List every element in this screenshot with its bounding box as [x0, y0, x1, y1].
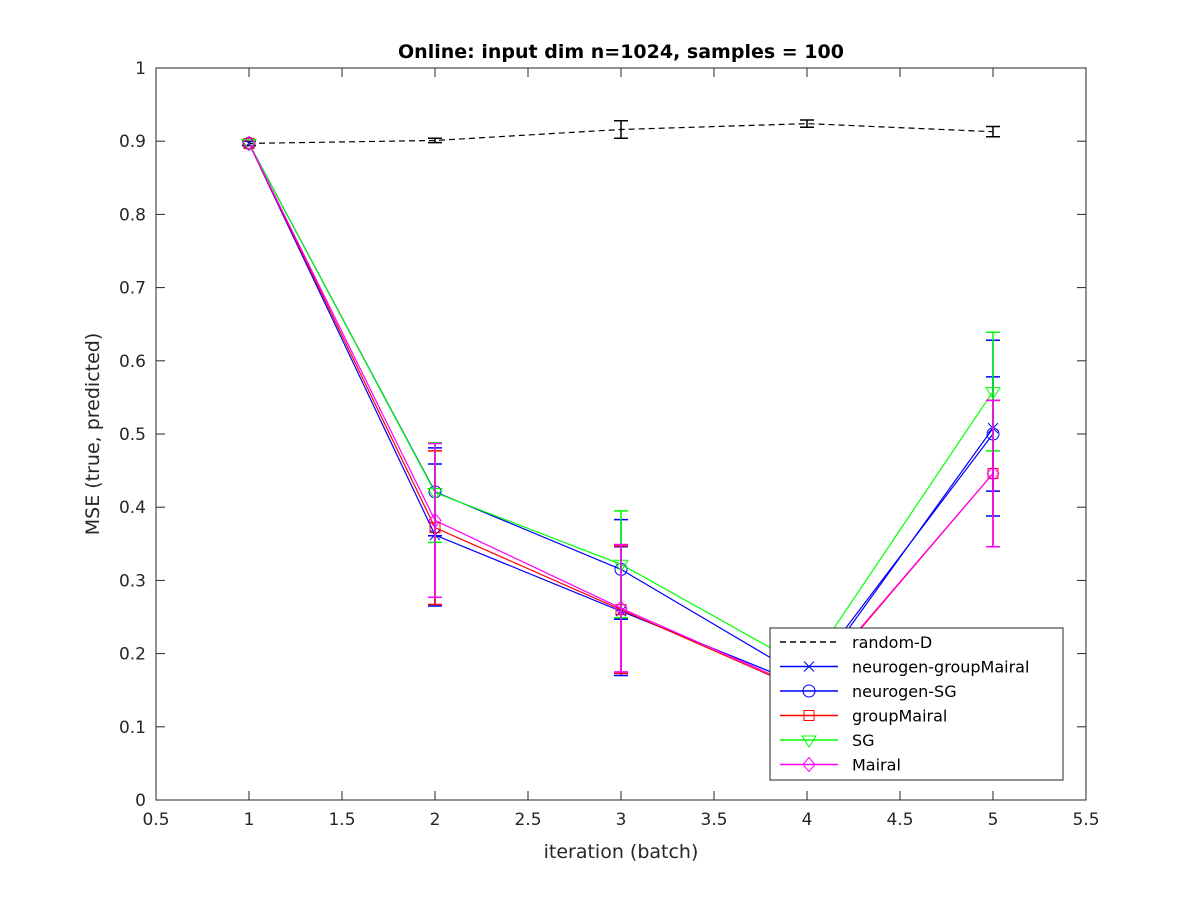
y-tick-label: 0.6 — [119, 352, 146, 372]
x-tick-label: 4.5 — [886, 810, 913, 830]
y-tick-label: 0.7 — [119, 279, 146, 299]
x-tick-label: 1 — [244, 810, 255, 830]
y-tick-label: 1 — [135, 59, 146, 79]
x-tick-label: 0.5 — [142, 810, 169, 830]
x-tick-label: 2 — [430, 810, 441, 830]
error-bar — [428, 442, 442, 598]
legend-marker — [803, 661, 815, 672]
x-tick-label: 1.5 — [328, 810, 355, 830]
data-point — [428, 512, 442, 529]
x-tick-label: 3 — [616, 810, 627, 830]
x-tick-label: 5 — [988, 810, 999, 830]
y-tick-label: 0.8 — [119, 205, 146, 225]
legend-label: groupMairal — [852, 707, 947, 726]
error-bar — [986, 125, 1000, 138]
y-tick-label: 0.5 — [119, 425, 146, 445]
legend-label: neurogen-groupMairal — [852, 658, 1029, 677]
legend-marker — [801, 735, 817, 748]
error-bar — [428, 137, 442, 144]
legend-marker — [802, 684, 816, 698]
y-axis-ticks: 0 0.1 0.2 0.3 0.4 0.5 0.6 0.7 0.8 0.9 1 — [119, 59, 1086, 811]
error-bar — [986, 399, 1000, 548]
data-point — [241, 138, 257, 152]
legend-label: SG — [852, 731, 875, 750]
plot-frame — [155, 67, 1087, 801]
legend-box — [769, 627, 1064, 781]
legend-label: random-D — [852, 633, 932, 652]
y-tick-label: 0 — [135, 791, 146, 811]
data-point — [614, 600, 628, 616]
y-tick-label: 0.4 — [119, 498, 146, 518]
error-bar — [614, 543, 628, 673]
chart-title: Online: input dim n=1024, samples = 100 — [398, 41, 844, 63]
x-tick-label: 2.5 — [514, 810, 541, 830]
x-tick-label: 3.5 — [700, 810, 727, 830]
x-tick-label: 5.5 — [1072, 810, 1099, 830]
x-axis-ticks: 0.5 1 1.5 2 2.5 3 3.5 4 4.5 5 5.5 — [142, 68, 1100, 830]
data-point — [242, 135, 256, 152]
x-axis-label: iteration (batch) — [544, 841, 699, 863]
y-tick-label: 0.1 — [119, 718, 146, 738]
x-tick-label: 4 — [802, 810, 813, 830]
data-point — [986, 465, 1000, 482]
legend-marker — [803, 710, 815, 721]
y-tick-label: 0.9 — [119, 132, 146, 152]
y-tick-label: 0.3 — [119, 571, 146, 591]
error-bar — [800, 119, 814, 129]
data-point — [985, 387, 1001, 400]
legend-label: neurogen-SG — [852, 682, 957, 701]
legend-marker — [802, 756, 816, 773]
legend-label: Mairal — [852, 756, 901, 775]
y-tick-label: 0.2 — [119, 645, 146, 665]
legend: random-D neurogen-groupMairal neurogen-SG g… — [769, 627, 1064, 781]
series-random-d — [242, 119, 1000, 147]
error-bar — [614, 119, 628, 140]
y-axis-label: MSE (true, predicted) — [82, 333, 104, 536]
